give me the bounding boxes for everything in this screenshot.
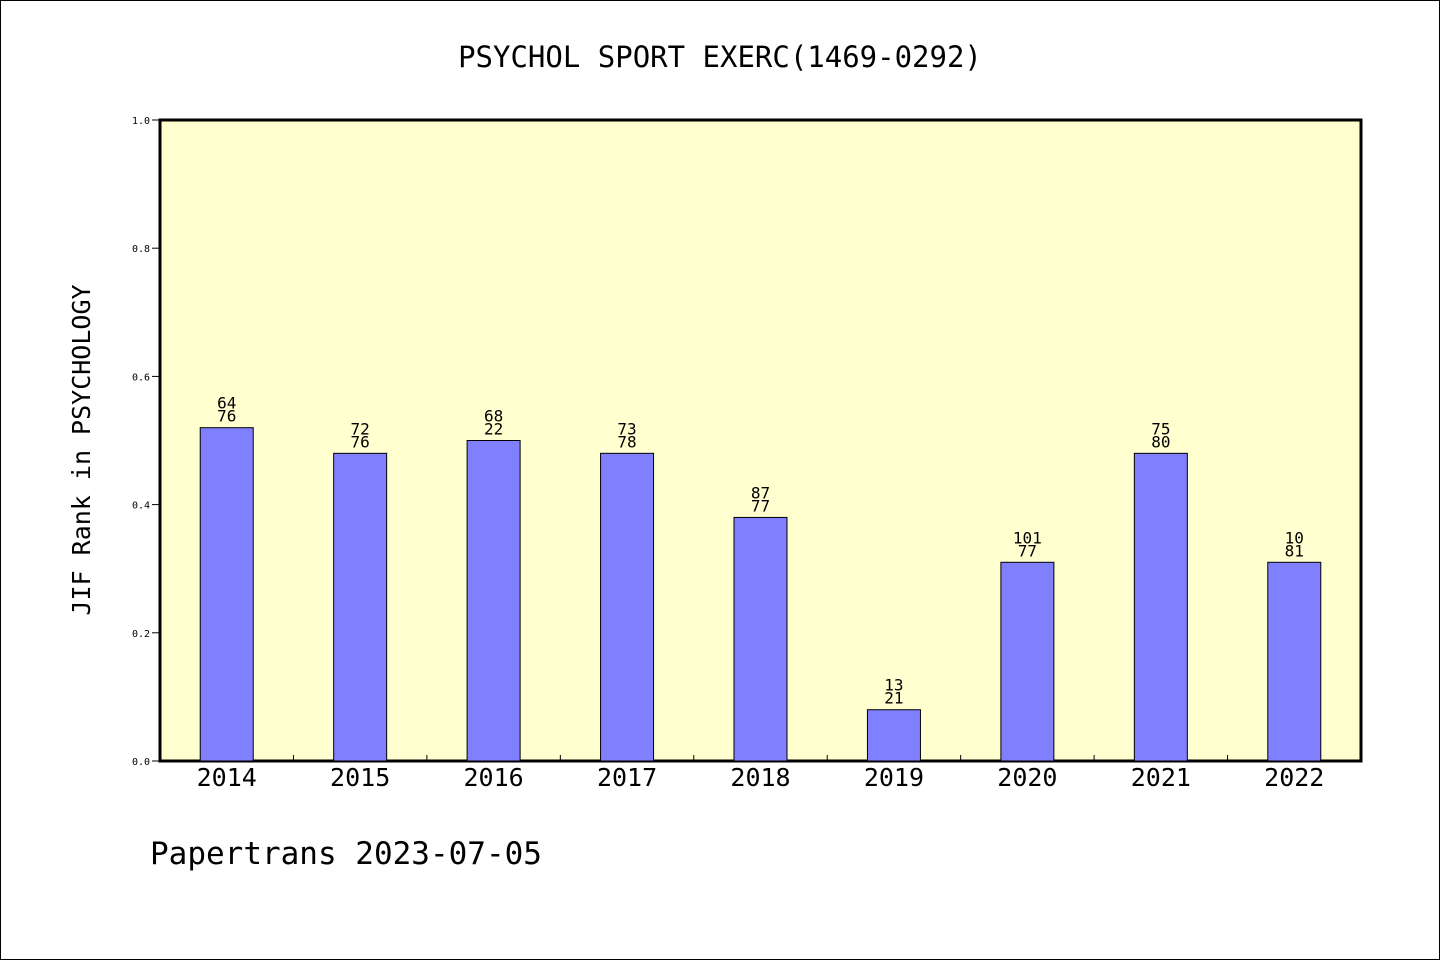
bar-total-label: 77 <box>1018 541 1037 560</box>
bar-total-label: 81 <box>1285 541 1304 560</box>
bar-total-label: 80 <box>1151 432 1170 451</box>
bar-rank-label: 87 <box>751 483 770 502</box>
bar-2017 <box>600 452 655 762</box>
bar-rank-label: 68 <box>484 407 503 426</box>
bar-2022 <box>1267 561 1322 762</box>
x-tick-label: 2020 <box>997 763 1057 792</box>
bar-total-label: 76 <box>351 432 370 451</box>
bar-total-label: 21 <box>884 689 903 708</box>
footer-watermark: Papertrans 2023-07-05 <box>150 836 542 872</box>
bar-total-label: 76 <box>217 407 236 426</box>
y-tick-label: 0.8 <box>132 244 150 255</box>
bar-rank-label: 72 <box>351 419 370 438</box>
bar-total-label: 22 <box>484 420 503 439</box>
y-axis-ticks: 0.0 0.2 0.4 0.6 0.8 1.0 <box>132 116 160 768</box>
bar-total-label: 77 <box>751 496 770 515</box>
bar-2014 <box>199 427 254 762</box>
bar-2021 <box>1133 452 1188 762</box>
x-tick-label: 2015 <box>330 763 390 792</box>
bars <box>199 427 1322 762</box>
bar-2019 <box>866 709 921 762</box>
x-tick-label: 2018 <box>730 763 790 792</box>
chart-title: PSYCHOL SPORT EXERC(1469-0292) <box>458 40 982 74</box>
bar-rank-label: 101 <box>1013 528 1042 547</box>
x-axis-ticks: 2014 2015 2016 2017 2018 2019 2020 2021 2022 <box>197 755 1324 792</box>
x-tick-label: 2014 <box>197 763 257 792</box>
y-tick-label: 0.0 <box>132 757 150 768</box>
bar-2018 <box>733 516 788 762</box>
x-tick-label: 2016 <box>464 763 524 792</box>
y-tick-label: 1.0 <box>132 116 150 127</box>
x-tick-label: 2017 <box>597 763 657 792</box>
bar-rank-label: 13 <box>884 676 903 695</box>
bar-rank-label: 10 <box>1285 528 1304 547</box>
bar-total-label: 78 <box>617 432 636 451</box>
x-tick-label: 2022 <box>1264 763 1324 792</box>
y-tick-label: 0.6 <box>132 372 150 383</box>
bar-2020 <box>1000 561 1055 762</box>
bar-rank-label: 75 <box>1151 419 1170 438</box>
x-tick-label: 2019 <box>864 763 924 792</box>
y-tick-label: 0.4 <box>132 501 150 512</box>
x-tick-label: 2021 <box>1131 763 1191 792</box>
bar-rank-label: 64 <box>217 394 236 413</box>
bar-2015 <box>333 452 388 762</box>
y-tick-label: 0.2 <box>132 629 150 640</box>
bar-2016 <box>466 440 521 762</box>
y-axis-label: JIF Rank in PSYCHOLOGY <box>67 284 96 615</box>
bar-rank-label: 73 <box>617 419 636 438</box>
